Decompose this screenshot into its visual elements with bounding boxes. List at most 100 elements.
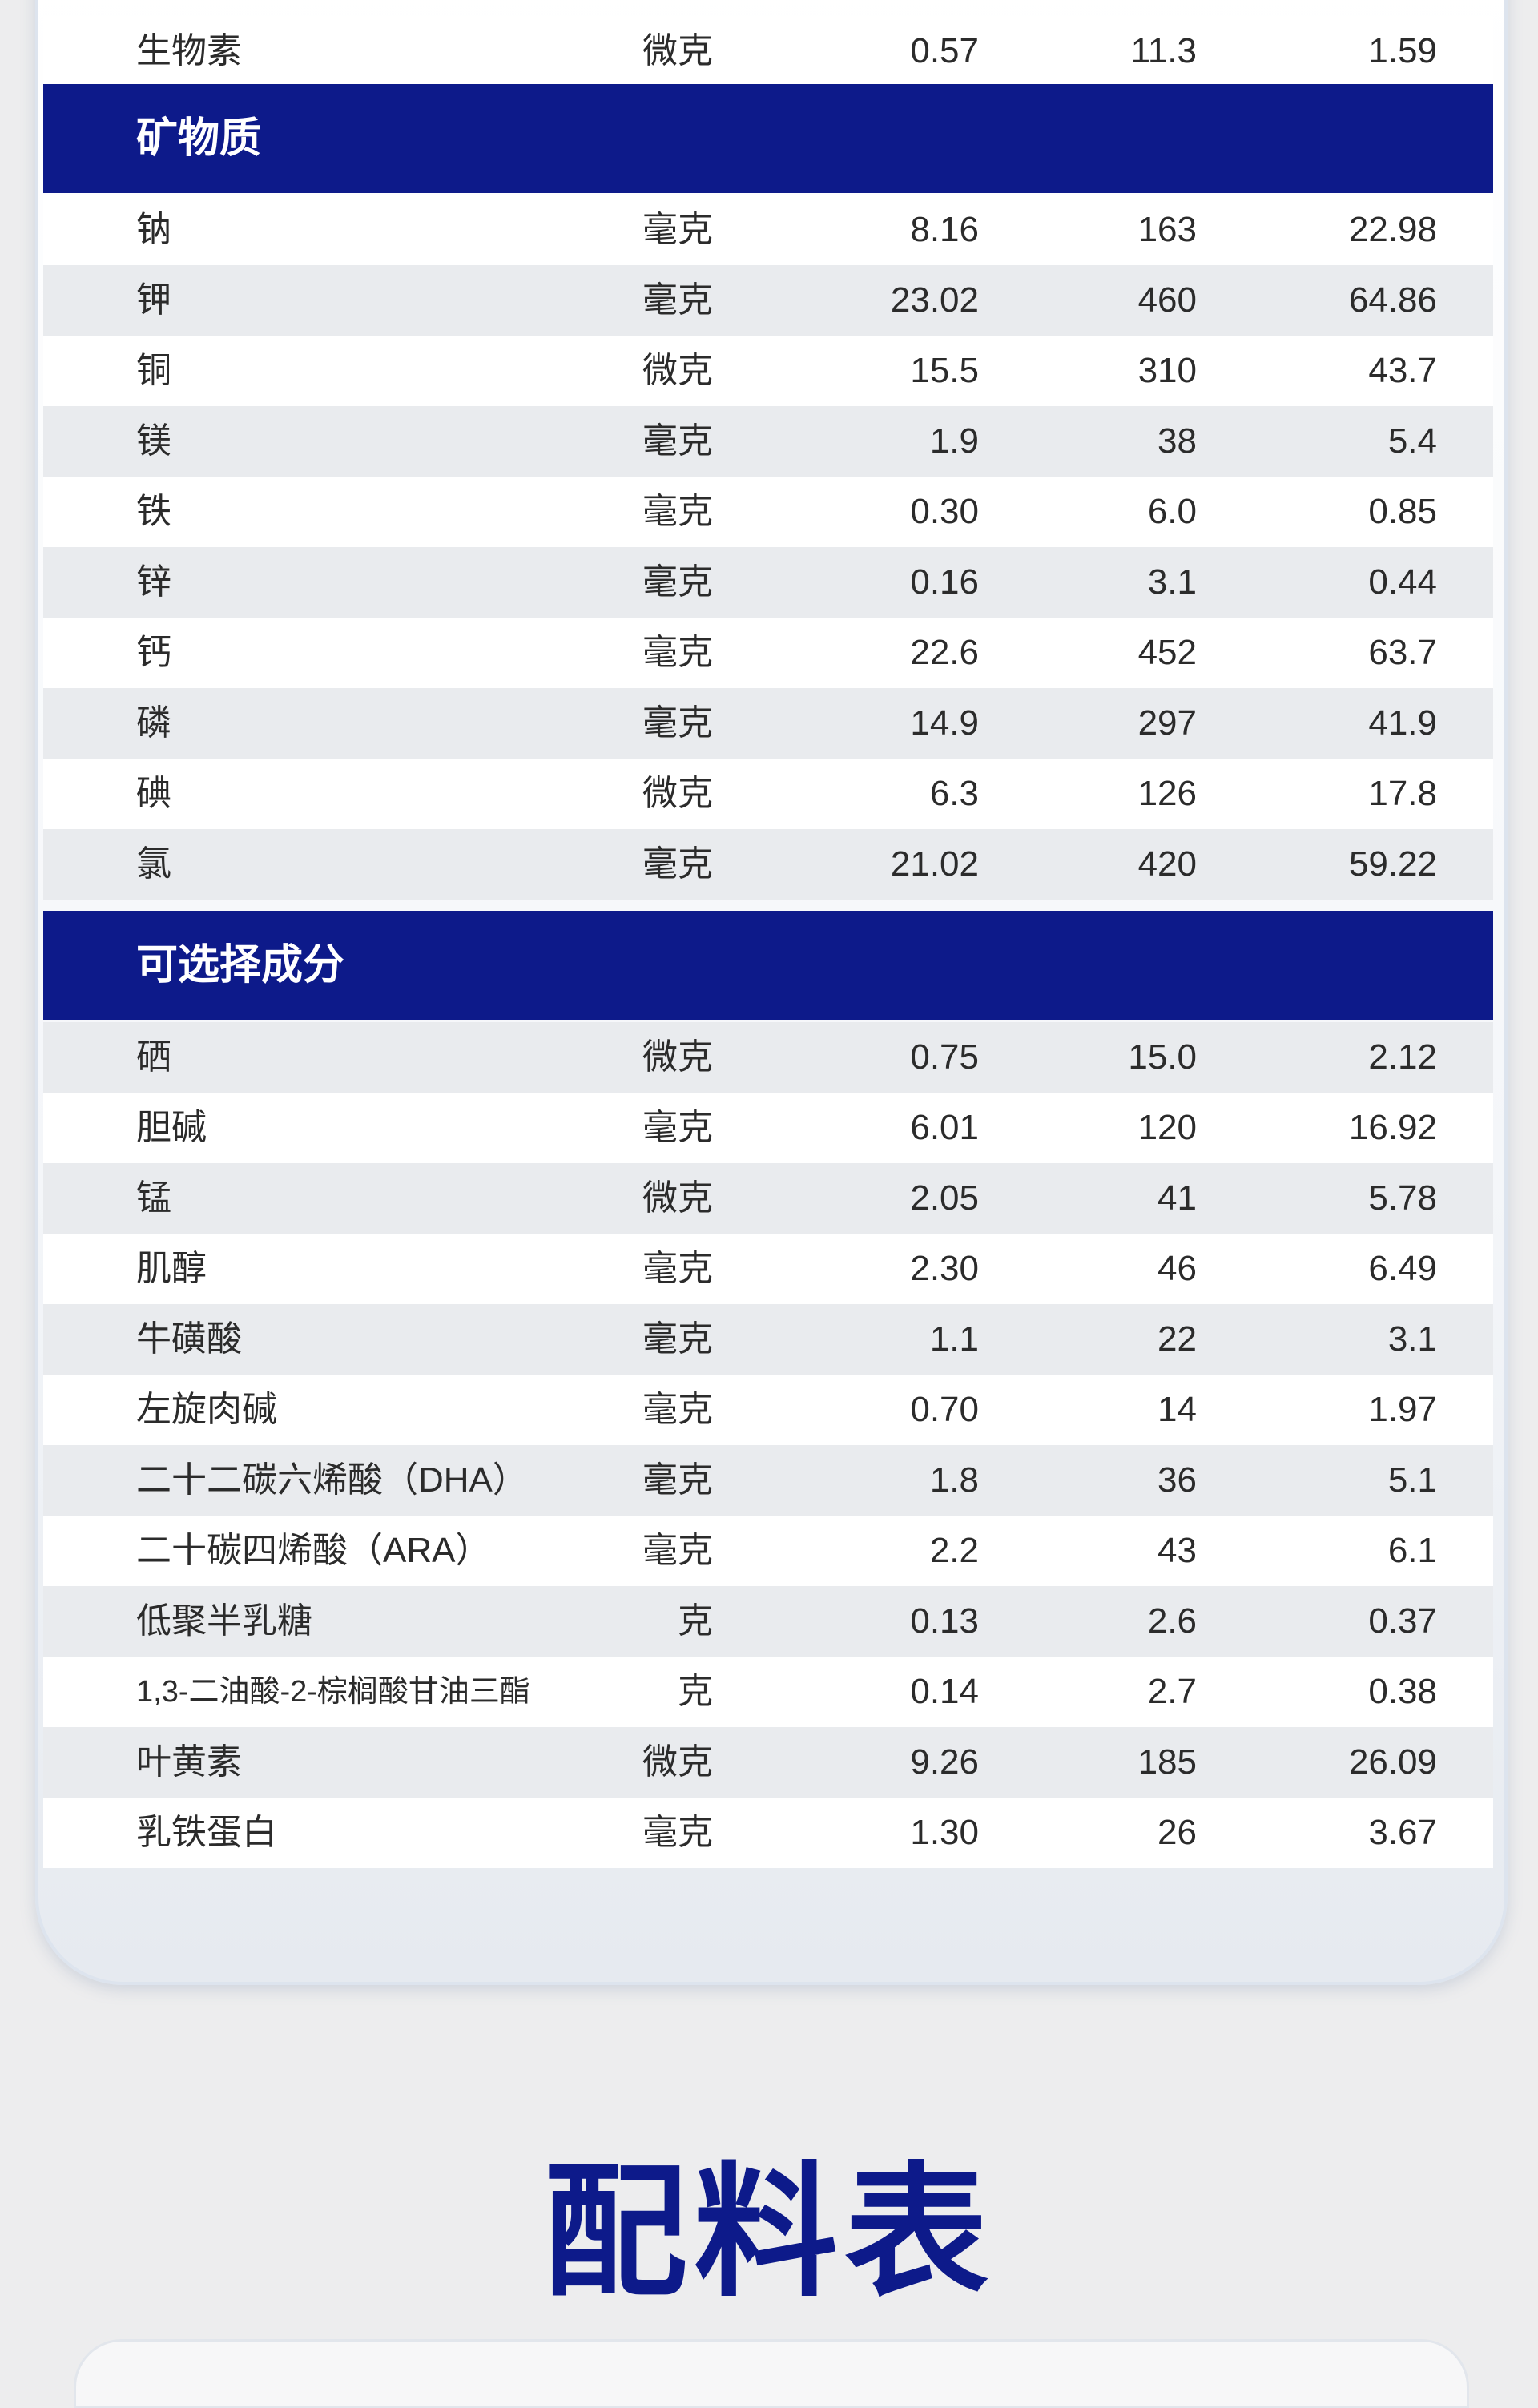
nutrient-name: 铜 <box>136 351 171 390</box>
value-per-100kj: 1.8 <box>929 1460 979 1500</box>
nutrient-unit: 微克 <box>642 774 713 813</box>
nutrient-name: 硒 <box>136 1037 171 1077</box>
nutrient-name: 叶黄素 <box>136 1742 242 1782</box>
value-per-100ml: 64.86 <box>1348 280 1437 320</box>
table-row: 氯 毫克 21.02 420 59.22 <box>43 829 1493 900</box>
value-per-100ml: 5.4 <box>1387 421 1437 461</box>
value-per-100kj: 1.30 <box>910 1813 979 1852</box>
section-title: 矿物质 <box>136 115 262 162</box>
value-per-100kj: 0.16 <box>910 562 979 602</box>
section-header-optional: 可选择成分 <box>43 911 1493 1020</box>
value-per-100g: 126 <box>1137 774 1197 813</box>
value-per-100g: 38 <box>1158 421 1197 461</box>
value-per-100g: 36 <box>1158 1460 1197 1500</box>
value-per-100ml: 0.38 <box>1368 1672 1437 1711</box>
value-per-100ml: 1.59 <box>1368 31 1437 70</box>
value-per-100g: 310 <box>1137 351 1197 390</box>
value-per-100kj: 0.75 <box>910 1037 979 1077</box>
value-per-100ml: 22.98 <box>1348 210 1437 249</box>
value-per-100g: 15.0 <box>1128 1037 1197 1077</box>
value-per-100g: 3.1 <box>1147 562 1197 602</box>
value-per-100kj: 6.3 <box>929 774 979 813</box>
value-per-100ml: 2.12 <box>1368 1037 1437 1077</box>
value-per-100g: 26 <box>1158 1813 1197 1852</box>
value-per-100ml: 5.78 <box>1368 1178 1437 1218</box>
nutrient-name: 铁 <box>136 492 171 531</box>
value-per-100ml: 43.7 <box>1368 351 1437 390</box>
nutrient-name: 锌 <box>136 562 171 602</box>
nutrient-unit: 毫克 <box>642 1813 713 1852</box>
value-per-100ml: 16.92 <box>1348 1108 1437 1147</box>
nutrient-unit: 微克 <box>642 1742 713 1782</box>
value-per-100kj: 0.70 <box>910 1390 979 1429</box>
value-per-100ml: 63.7 <box>1368 633 1437 672</box>
table-row: 肌醇 毫克 2.30 46 6.49 <box>43 1234 1493 1304</box>
value-per-100ml: 41.9 <box>1368 703 1437 743</box>
nutrient-unit: 毫克 <box>642 492 713 531</box>
value-per-100kj: 0.30 <box>910 492 979 531</box>
nutrient-unit: 毫克 <box>642 280 713 320</box>
value-per-100kj: 23.02 <box>890 280 979 320</box>
value-per-100ml: 17.8 <box>1368 774 1437 813</box>
table-row: 钠 毫克 8.16 163 22.98 <box>43 195 1493 265</box>
nutrient-unit: 毫克 <box>642 421 713 461</box>
value-per-100g: 297 <box>1137 703 1197 743</box>
nutrient-name: 低聚半乳糖 <box>136 1601 312 1641</box>
nutrient-unit: 微克 <box>642 351 713 390</box>
value-per-100g: 120 <box>1137 1108 1197 1147</box>
table-row: 二十二碳六烯酸（DHA） 毫克 1.8 36 5.1 <box>43 1445 1493 1516</box>
value-per-100g: 460 <box>1137 280 1197 320</box>
table-row: 1,3-二油酸-2-棕榈酸甘油三酯 克 0.14 2.7 0.38 <box>43 1657 1493 1727</box>
table-row: 钙 毫克 22.6 452 63.7 <box>43 618 1493 688</box>
nutrient-name: 锰 <box>136 1178 171 1218</box>
nutrient-unit: 微克 <box>642 1178 713 1218</box>
value-per-100kj: 6.01 <box>910 1108 979 1147</box>
table-row: 锌 毫克 0.16 3.1 0.44 <box>43 547 1493 618</box>
table-row: 牛磺酸 毫克 1.1 22 3.1 <box>43 1304 1493 1375</box>
value-per-100ml: 3.1 <box>1387 1319 1437 1359</box>
value-per-100ml: 59.22 <box>1348 844 1437 884</box>
nutrient-name: 乳铁蛋白 <box>136 1813 277 1852</box>
nutrient-name: 氯 <box>136 844 171 884</box>
nutrient-name: 左旋肉碱 <box>136 1390 277 1429</box>
table-row: 镁 毫克 1.9 38 5.4 <box>43 406 1493 477</box>
value-per-100ml: 6.49 <box>1368 1249 1437 1288</box>
value-per-100kj: 0.14 <box>910 1672 979 1711</box>
table-row: 左旋肉碱 毫克 0.70 14 1.97 <box>43 1375 1493 1445</box>
table-row: 锰 微克 2.05 41 5.78 <box>43 1163 1493 1234</box>
nutrient-name: 二十二碳六烯酸（DHA） <box>136 1460 528 1500</box>
nutrient-name: 钠 <box>136 210 171 249</box>
value-per-100kj: 15.5 <box>910 351 979 390</box>
table-row: 低聚半乳糖 克 0.13 2.6 0.37 <box>43 1586 1493 1657</box>
value-per-100kj: 22.6 <box>910 633 979 672</box>
nutrient-unit: 克 <box>678 1672 713 1711</box>
value-per-100ml: 0.85 <box>1368 492 1437 531</box>
value-per-100g: 41 <box>1158 1178 1197 1218</box>
table-row-biotin: 生物素 微克 0.57 11.3 1.59 <box>43 16 1493 87</box>
value-per-100g: 46 <box>1158 1249 1197 1288</box>
table-row: 磷 毫克 14.9 297 41.9 <box>43 688 1493 759</box>
value-per-100ml: 26.09 <box>1348 1742 1437 1782</box>
value-per-100ml: 3.67 <box>1368 1813 1437 1852</box>
value-per-100g: 2.6 <box>1147 1601 1197 1641</box>
table-row: 钾 毫克 23.02 460 64.86 <box>43 265 1493 336</box>
table-row: 叶黄素 微克 9.26 185 26.09 <box>43 1727 1493 1798</box>
nutrient-name: 二十碳四烯酸（ARA） <box>136 1531 491 1570</box>
table-row: 铁 毫克 0.30 6.0 0.85 <box>43 477 1493 547</box>
nutrient-unit: 微克 <box>642 31 713 70</box>
value-per-100g: 14 <box>1158 1390 1197 1429</box>
value-per-100kj: 14.9 <box>910 703 979 743</box>
nutrient-name: 钙 <box>136 633 171 672</box>
nutrient-name: 生物素 <box>136 31 242 70</box>
nutrient-unit: 毫克 <box>642 562 713 602</box>
value-per-100kj: 2.05 <box>910 1178 979 1218</box>
value-per-100ml: 0.44 <box>1368 562 1437 602</box>
nutrient-unit: 毫克 <box>642 1460 713 1500</box>
nutrient-unit: 毫克 <box>642 844 713 884</box>
ingredients-heading: 配料表 <box>542 2152 995 2313</box>
nutrient-unit: 毫克 <box>642 1390 713 1429</box>
table-row: 碘 微克 6.3 126 17.8 <box>43 759 1493 829</box>
value-per-100g: 22 <box>1158 1319 1197 1359</box>
nutrient-unit: 毫克 <box>642 703 713 743</box>
value-per-100g: 6.0 <box>1147 492 1197 531</box>
